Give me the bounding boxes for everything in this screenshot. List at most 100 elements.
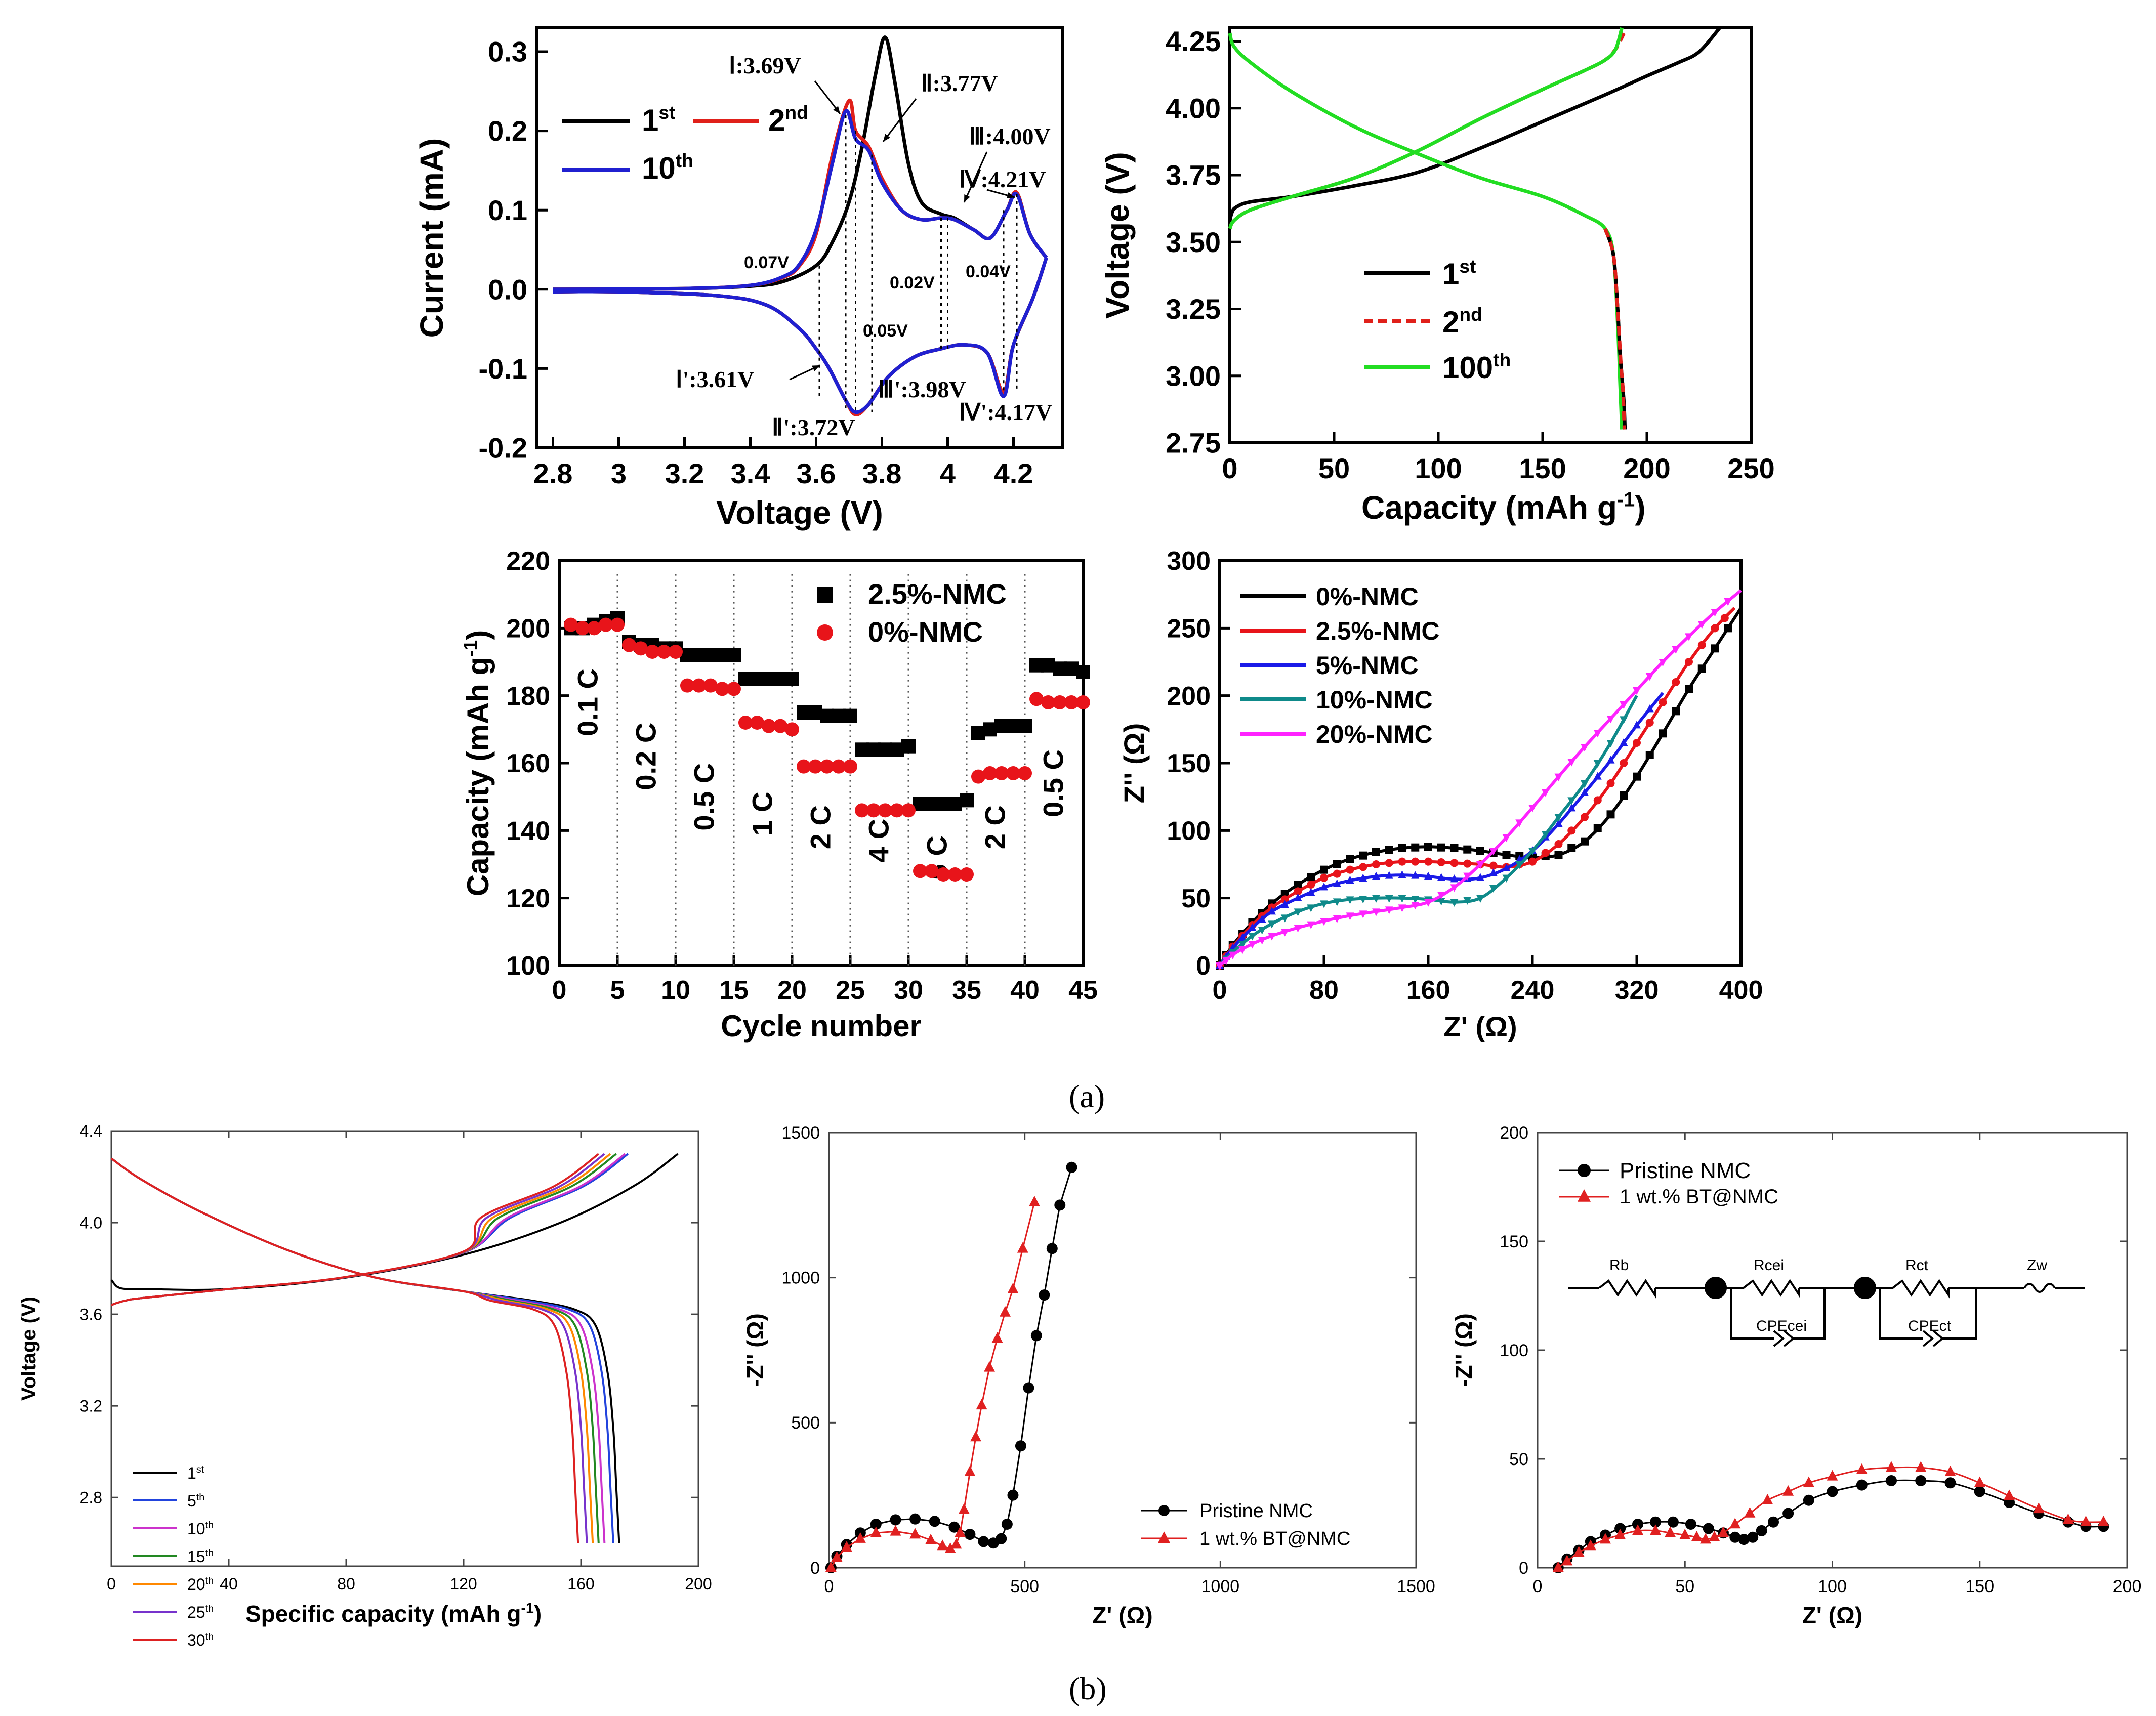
- eisA-point-4: [1502, 834, 1511, 842]
- eisA-point-1: [1320, 873, 1328, 882]
- rate-point-1: [913, 864, 927, 878]
- rate-ytick-label: 180: [506, 682, 550, 711]
- rate-point-1: [855, 803, 869, 818]
- eisA-point-3: [1280, 914, 1289, 923]
- eisB2-point-1: [1614, 1528, 1626, 1539]
- cv-peak-label-2: Ⅱ:3.77V: [921, 70, 998, 96]
- rate-point-1: [1018, 766, 1032, 780]
- cv-xtick-label: 3.2: [665, 457, 704, 489]
- rate-point-1: [1029, 692, 1044, 706]
- eisB1-point-0: [1015, 1440, 1026, 1452]
- eisA-point-4: [1567, 759, 1576, 767]
- eisB2-point-1: [1944, 1466, 1956, 1477]
- rate-xtick-label: 15: [719, 976, 749, 1005]
- rate-point-1: [762, 719, 776, 733]
- rate-label-1: 0.2 C: [630, 723, 662, 790]
- cdB-discharge-2: [110, 1157, 606, 1543]
- eisA-point-4: [1620, 701, 1628, 709]
- rate-point-1: [587, 621, 601, 636]
- eisB2-point-1: [1691, 1531, 1703, 1542]
- eisA-point-4: [1228, 951, 1237, 959]
- cdB-discharge-6: [110, 1157, 579, 1543]
- eisA-point-4: [1515, 819, 1524, 827]
- rate-point-1: [890, 803, 904, 818]
- eisB1-ylabel: -Z'' (Ω): [742, 1313, 768, 1387]
- rate-point-1: [843, 759, 857, 774]
- eisA-point-0: [1372, 848, 1380, 856]
- eisB1-point-0: [1030, 1330, 1042, 1342]
- eisA-point-1: [1385, 859, 1393, 867]
- eisA-point-0: [1567, 844, 1576, 852]
- eisA-point-1: [1294, 887, 1302, 896]
- eisA-point-3: [1268, 920, 1276, 929]
- rate-xtick-label: 5: [610, 976, 625, 1005]
- eisB2-ytick-label: 100: [1500, 1341, 1528, 1360]
- cdB-ytick-label: 3.2: [80, 1397, 102, 1415]
- rate-legend-label-1: 0%-NMC: [868, 616, 983, 648]
- rate-ytick-label: 160: [506, 749, 550, 778]
- cv-arrow-3: [963, 151, 988, 203]
- eisA-point-1: [1528, 857, 1537, 866]
- eisB2-point-0: [1747, 1531, 1759, 1543]
- cdB-xtick-label: 120: [450, 1575, 477, 1593]
- eisA-point-4: [1450, 884, 1459, 892]
- eisB1-point-1: [964, 1466, 976, 1477]
- rate-xtick-label: 0: [552, 976, 567, 1005]
- rate-point-1: [622, 638, 636, 652]
- eisB2-point-1: [1561, 1555, 1573, 1566]
- eisB1-point-0: [1066, 1161, 1077, 1173]
- eisA-point-2: [1258, 915, 1266, 923]
- eisA-point-2: [1502, 863, 1511, 871]
- eisA-point-4: [1645, 673, 1654, 681]
- eisA-point-2: [1567, 804, 1576, 812]
- rate-point-0: [843, 708, 857, 723]
- rate-point-1: [1041, 695, 1055, 709]
- cv-legend-label-1st: 1st: [642, 102, 675, 137]
- cv-red-label-2: Ⅱ':3.72V: [772, 414, 855, 440]
- cv-xtick-label: 3: [611, 457, 627, 489]
- eisA-point-4: [1476, 861, 1484, 869]
- eisB2-circuit: [1568, 1277, 2085, 1347]
- cdB-xtick-label: 80: [337, 1575, 355, 1593]
- eisA-point-1: [1672, 678, 1680, 686]
- eisB1-line-0: [830, 1167, 1072, 1568]
- cdB-legend-label-2: 10th: [187, 1520, 214, 1538]
- circuit-label-zw: Zw: [2027, 1257, 2047, 1274]
- cv-frame: [535, 26, 1064, 449]
- eisA-point-4: [1724, 598, 1732, 606]
- rate-xlabel: Cycle number: [721, 1009, 922, 1043]
- eisA-point-4: [1258, 937, 1266, 945]
- eisA-xlabel: Z' (Ω): [1443, 1011, 1517, 1042]
- cdB-charge-6: [111, 1153, 599, 1306]
- eisB1-point-1: [1000, 1306, 1011, 1317]
- eisA-point-3: [1307, 904, 1315, 912]
- eisA-point-0: [1333, 860, 1341, 868]
- rate-legend-label-0: 2.5%-NMC: [868, 578, 1007, 610]
- eisA-point-0: [1697, 664, 1706, 673]
- eisA-point-4: [1697, 621, 1706, 629]
- eisB2-point-1: [1827, 1470, 1838, 1481]
- rate-axes: 0 5 10 15 20 25 30 35 40 45 100 120 140 160 180 200 220: [506, 547, 1098, 1005]
- cv-legend-label-2nd: 2nd: [768, 102, 808, 137]
- eisA-point-4: [1268, 933, 1276, 941]
- rate-xtick-label: 45: [1068, 976, 1098, 1005]
- rate-point-1: [866, 803, 881, 818]
- eisA-point-1: [1333, 869, 1341, 878]
- cv-ylabel: Current (mA): [413, 138, 450, 338]
- rate-point-1: [680, 678, 694, 693]
- rate-point-1: [878, 803, 892, 818]
- eisB2-point-0: [1756, 1525, 1767, 1536]
- eisA-point-1: [1437, 858, 1445, 866]
- cdB-legend-label-1: 5th: [187, 1492, 204, 1510]
- eisA-point-2: [1411, 871, 1420, 879]
- rate-point-1: [657, 645, 671, 659]
- rate-point-1: [971, 769, 985, 784]
- eisA-point-1: [1307, 881, 1315, 889]
- eisA-ytick-label: 200: [1167, 682, 1211, 711]
- circuit-rb-resistor: [1598, 1279, 1656, 1299]
- cdB-xtick-label: 160: [567, 1575, 594, 1593]
- eisA-point-4: [1581, 744, 1589, 752]
- eisB1-point-1: [870, 1526, 882, 1537]
- eisB2-ytick-label: 50: [1509, 1450, 1528, 1469]
- eisB1-ytick-label: 1000: [781, 1269, 820, 1288]
